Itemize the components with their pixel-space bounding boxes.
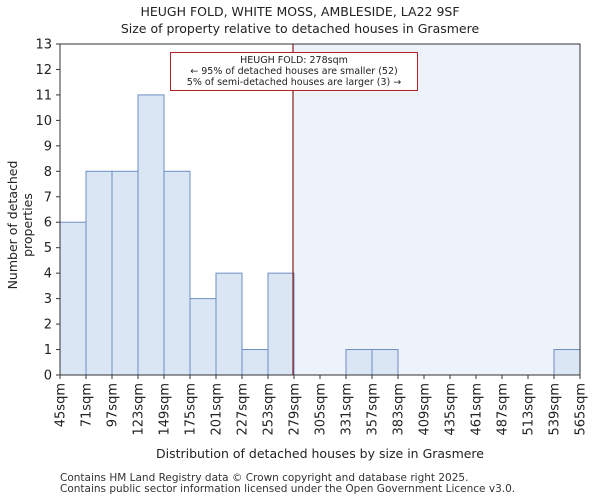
x-tick-label: 253sqm <box>262 383 277 436</box>
y-tick-label: 12 <box>35 63 52 78</box>
x-axis-label: Distribution of detached houses by size … <box>156 446 484 461</box>
histogram-bar <box>111 170 139 376</box>
chart-title: HEUGH FOLD, WHITE MOSS, AMBLESIDE, LA22 … <box>140 4 460 19</box>
y-tick-label: 10 <box>35 114 52 129</box>
x-tick-label: 97sqm <box>106 383 121 427</box>
x-tick-label: 435sqm <box>444 383 459 436</box>
annotation-line-1: HEUGH FOLD: 278sqm <box>240 55 348 66</box>
x-tick-label: 201sqm <box>210 383 225 436</box>
y-tick-label: 5 <box>44 241 52 256</box>
y-tick-label: 0 <box>44 369 52 384</box>
chart-subtitle: Size of property relative to detached ho… <box>120 21 480 36</box>
x-tick-label: 279sqm <box>288 383 303 436</box>
histogram-bar <box>189 298 217 376</box>
y-tick-label: 11 <box>35 88 52 103</box>
y-tick-label: 3 <box>44 292 52 307</box>
histogram-bar <box>85 170 113 376</box>
y-tick-label: 2 <box>44 318 52 333</box>
y-tick-label: 4 <box>44 267 52 282</box>
y-axis-label: Number of detached properties <box>5 160 35 290</box>
y-tick-label: 7 <box>44 190 52 205</box>
histogram-bar <box>371 349 399 376</box>
histogram-bar <box>241 349 269 376</box>
annotation-line-3: 5% of semi-detached houses are larger (3… <box>186 77 402 88</box>
y-tick-label: 9 <box>44 139 52 154</box>
x-tick-label: 149sqm <box>158 383 173 436</box>
x-tick-label: 227sqm <box>236 383 251 436</box>
x-tick-label: 513sqm <box>522 383 537 436</box>
larger-region-shade <box>293 44 580 375</box>
x-tick-label: 461sqm <box>470 383 485 436</box>
x-tick-label: 71sqm <box>80 383 95 427</box>
y-tick-label: 8 <box>44 165 52 180</box>
histogram-bar <box>215 272 243 376</box>
x-tick-label: 123sqm <box>132 383 147 436</box>
x-tick-label: 331sqm <box>340 383 355 436</box>
annotation-line-2: ← 95% of detached houses are smaller (52… <box>190 66 398 77</box>
x-tick-label: 357sqm <box>366 383 381 436</box>
x-tick-label: 305sqm <box>314 383 329 436</box>
histogram-bar <box>267 272 295 376</box>
x-tick-label: 175sqm <box>184 383 199 436</box>
histogram-bar <box>345 349 373 376</box>
y-tick-label: 1 <box>44 343 52 358</box>
histogram-bar <box>553 349 581 376</box>
x-tick-label: 45sqm <box>54 383 69 427</box>
x-tick-label: 565sqm <box>574 383 589 436</box>
x-tick-label: 487sqm <box>496 383 511 436</box>
y-tick-label: 6 <box>44 216 52 231</box>
histogram-bar <box>137 94 165 376</box>
histogram-bar <box>163 170 191 376</box>
x-tick-label: 409sqm <box>418 383 433 436</box>
footer-line-2: Contains public sector information licen… <box>60 483 516 495</box>
annotation-box: HEUGH FOLD: 278sqm ← 95% of detached hou… <box>170 52 418 91</box>
footer-line-1: Contains HM Land Registry data © Crown c… <box>60 472 469 484</box>
y-tick-label: 13 <box>35 38 52 53</box>
x-tick-label: 383sqm <box>392 383 407 436</box>
histogram-bar <box>59 221 87 376</box>
x-tick-label: 539sqm <box>548 383 563 436</box>
